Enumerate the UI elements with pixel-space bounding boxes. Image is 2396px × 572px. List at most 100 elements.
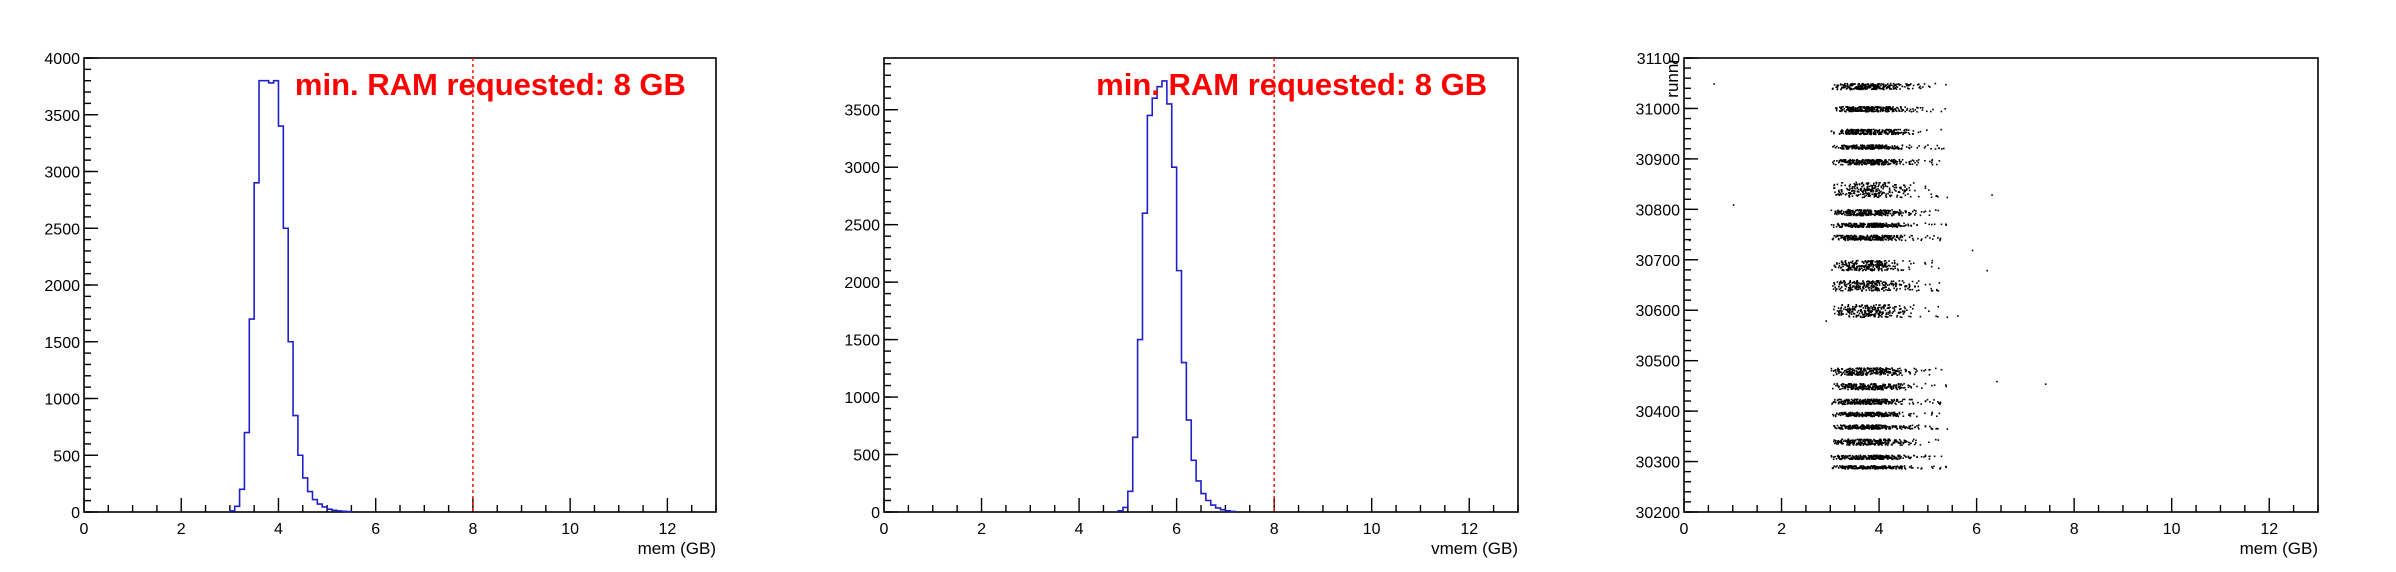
scatter-point <box>1845 146 1848 149</box>
scatter-point <box>1914 426 1916 429</box>
scatter-point <box>1846 264 1848 267</box>
scatter-point <box>1835 441 1837 444</box>
scatter-point <box>1866 208 1869 211</box>
scatter-point <box>1878 158 1881 161</box>
scatter-point <box>1885 288 1887 291</box>
scatter-point <box>1871 185 1874 187</box>
scatter-point <box>1839 267 1842 269</box>
scatter-point <box>1887 147 1889 150</box>
scatter-point <box>1893 84 1895 87</box>
scatter-point <box>1846 188 1849 191</box>
scatter-point <box>1884 147 1886 150</box>
scatter-point <box>1860 209 1863 211</box>
histogram-bin <box>254 183 259 512</box>
scatter-point <box>1858 367 1861 369</box>
scatter-point <box>1857 426 1860 429</box>
scatter-point <box>1880 387 1883 389</box>
scatter-point <box>1939 239 1941 242</box>
scatter-point <box>1861 161 1864 164</box>
scatter-point <box>1835 86 1837 88</box>
scatter-point <box>1879 144 1882 147</box>
scatter-point <box>1893 259 1896 262</box>
scatter-point <box>1889 368 1891 371</box>
scatter-point <box>1853 403 1856 405</box>
scatter-point <box>1863 210 1866 213</box>
scatter-point <box>1889 236 1892 238</box>
scatter-point <box>1891 226 1894 228</box>
scatter-point <box>1878 214 1880 216</box>
scatter-point <box>1878 424 1880 426</box>
scatter-point <box>1883 130 1885 132</box>
scatter-point <box>1842 106 1844 108</box>
scatter-point <box>1928 214 1931 217</box>
scatter-point <box>1885 442 1888 444</box>
scatter-point <box>1899 160 1901 163</box>
scatter-point <box>1897 146 1899 149</box>
scatter-point <box>1872 146 1875 149</box>
scatter-point <box>1863 283 1866 286</box>
scatter-point <box>1853 239 1856 242</box>
scatter-point <box>1871 108 1874 111</box>
scatter-point <box>1894 413 1896 416</box>
scatter-point <box>1886 316 1889 318</box>
scatter-point <box>1909 196 1912 198</box>
scatter-point <box>1916 84 1919 86</box>
scatter-point <box>1850 398 1853 401</box>
scatter-point <box>1877 196 1880 199</box>
scatter-point <box>1903 306 1906 308</box>
scatter-point <box>1864 129 1866 131</box>
scatter-point <box>1905 161 1908 164</box>
y-tick-label: 1000 <box>44 392 80 409</box>
scatter-point <box>1870 133 1872 135</box>
scatter-point <box>1845 109 1848 111</box>
scatter-point <box>1935 427 1937 430</box>
scatter-point <box>1919 107 1922 109</box>
scatter-point <box>1884 259 1887 262</box>
scatter-point <box>1870 234 1873 237</box>
scatter-point <box>1875 84 1877 87</box>
scatter-point <box>1844 281 1846 283</box>
scatter-point <box>1942 147 1945 150</box>
scatter-point <box>1896 264 1899 266</box>
scatter-point <box>1863 162 1865 165</box>
scatter-point <box>1849 311 1851 313</box>
scatter-point <box>1870 399 1872 402</box>
scatter-point <box>1893 373 1895 375</box>
scatter-point <box>1842 265 1844 268</box>
scatter-point <box>1909 213 1911 216</box>
scatter-point <box>1911 398 1913 401</box>
scatter-point <box>1885 414 1888 416</box>
scatter-point <box>1876 222 1879 225</box>
scatter-point <box>1884 161 1887 163</box>
scatter-point <box>1886 236 1888 239</box>
scatter-point <box>1898 84 1901 86</box>
scatter-point <box>1851 260 1854 262</box>
scatter-point <box>1877 313 1880 315</box>
scatter-point <box>1881 371 1884 374</box>
histogram-bin <box>327 509 332 512</box>
scatter-point <box>1874 144 1877 147</box>
scatter-point <box>1862 261 1865 264</box>
scatter-point <box>1903 426 1906 429</box>
scatter-point <box>1833 282 1835 284</box>
scatter-point <box>1831 269 1833 271</box>
scatter-point <box>1872 190 1874 193</box>
scatter-point <box>1857 427 1860 430</box>
scatter-point <box>1891 399 1894 402</box>
scatter-point <box>1839 280 1842 283</box>
scatter-point <box>1858 265 1860 267</box>
scatter-point <box>1892 86 1895 88</box>
scatter-point <box>1892 147 1895 150</box>
scatter-point <box>1867 238 1870 240</box>
scatter-point <box>1884 286 1886 288</box>
scatter-point <box>1870 282 1872 284</box>
scatter-point <box>1881 224 1884 227</box>
scatter-point <box>1899 372 1902 374</box>
scatter-point <box>1844 401 1847 403</box>
scatter-point <box>1847 444 1850 446</box>
scatter-point <box>1902 441 1904 444</box>
scatter-point <box>1832 374 1835 377</box>
scatter-point <box>1855 181 1858 184</box>
scatter-point <box>1898 425 1901 428</box>
scatter-point <box>1836 87 1839 89</box>
